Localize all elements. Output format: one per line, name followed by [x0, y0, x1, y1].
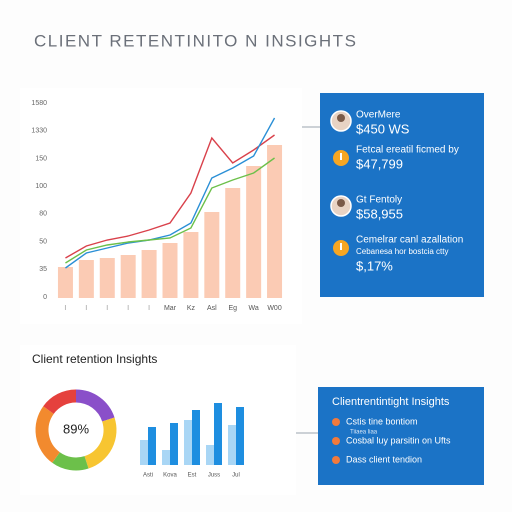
- donut-segment: [35, 406, 61, 463]
- item-value: $450 WS: [356, 121, 410, 136]
- item-title: Cemelrar canl azallation: [356, 235, 463, 246]
- x-tick-label: Asti: [143, 473, 153, 479]
- y-axis-label: 100: [35, 183, 47, 190]
- bar: [225, 188, 241, 298]
- bar: [148, 427, 156, 465]
- page-title: CLIENT RETENTINITO N INSIGHTS: [34, 31, 357, 50]
- x-tick-label: W00: [267, 305, 282, 312]
- insights-panel: [318, 387, 484, 485]
- x-tick-label: Asl: [207, 305, 217, 312]
- bar: [120, 255, 136, 298]
- avatar-head: [337, 114, 345, 122]
- bar: [78, 260, 94, 298]
- donut-segment: [84, 417, 117, 469]
- bar: [192, 410, 200, 465]
- panel-title: Clientrentintight Insights: [332, 396, 450, 408]
- bar: [228, 425, 236, 465]
- x-tick-label: Kz: [187, 305, 196, 312]
- x-tick-label: Est: [188, 473, 197, 479]
- item-subtitle: Cebanesa hor bostcia ctty: [356, 247, 449, 256]
- item-value: $47,799: [356, 156, 403, 171]
- bullet: [332, 456, 340, 464]
- avatar-head: [337, 199, 345, 207]
- trend-line: [65, 157, 275, 264]
- item-value: $,17%: [356, 258, 393, 273]
- y-axis-label: 0: [43, 294, 47, 301]
- y-axis-label: 150: [35, 155, 47, 162]
- y-axis-label: 35: [39, 266, 47, 273]
- bar: [57, 267, 73, 298]
- bullet-text: Dass client tendion: [346, 454, 422, 464]
- bar: [141, 250, 157, 298]
- x-tick-label: Kova: [163, 473, 177, 479]
- trend-line: [65, 117, 276, 269]
- trend-line: [65, 134, 275, 259]
- item-value: $58,955: [356, 206, 403, 221]
- bar: [204, 212, 220, 298]
- bar: [206, 445, 214, 465]
- bar: [140, 440, 148, 465]
- x-tick-label: Eg: [228, 305, 237, 312]
- y-axis-label: 1580: [31, 100, 47, 107]
- x-tick-label: Juss: [208, 473, 220, 479]
- bar: [162, 450, 170, 465]
- bullet: [332, 418, 340, 426]
- donut-label: 89%: [63, 421, 89, 436]
- x-tick-label: Mar: [164, 305, 177, 312]
- bar: [99, 258, 115, 298]
- x-tick-label: Jul: [232, 473, 240, 479]
- y-axis-label: 80: [39, 211, 47, 218]
- x-tick-label: Wa: [249, 305, 259, 312]
- bar: [246, 166, 262, 298]
- bullet-note: Tiiaea liaa: [350, 430, 378, 436]
- donut-segment: [52, 452, 89, 471]
- bar: [183, 232, 199, 298]
- section-title: Client retention Insights: [32, 352, 157, 366]
- item-title: Fetcal ereatil ficmed by: [356, 145, 459, 156]
- bar: [236, 407, 244, 465]
- donut-segment: [43, 389, 77, 415]
- retention-card: [20, 345, 296, 495]
- bullet-text: Cosbal luy parsitin on Ufts: [346, 435, 451, 445]
- alert-mark: [340, 243, 342, 250]
- bar: [170, 423, 178, 465]
- donut-segment: [75, 389, 115, 422]
- item-title: OverMere: [356, 110, 401, 121]
- bar: [214, 403, 222, 465]
- y-axis-label: 1330: [31, 128, 47, 135]
- bar: [267, 145, 283, 298]
- bar: [162, 243, 178, 298]
- alert-mark: [340, 153, 342, 160]
- item-title: Gt Fentoly: [356, 195, 402, 206]
- bullet-text: Cstis tine bontiom: [346, 416, 418, 426]
- y-axis-label: 50: [39, 238, 47, 245]
- bar: [184, 420, 192, 465]
- bullet: [332, 437, 340, 445]
